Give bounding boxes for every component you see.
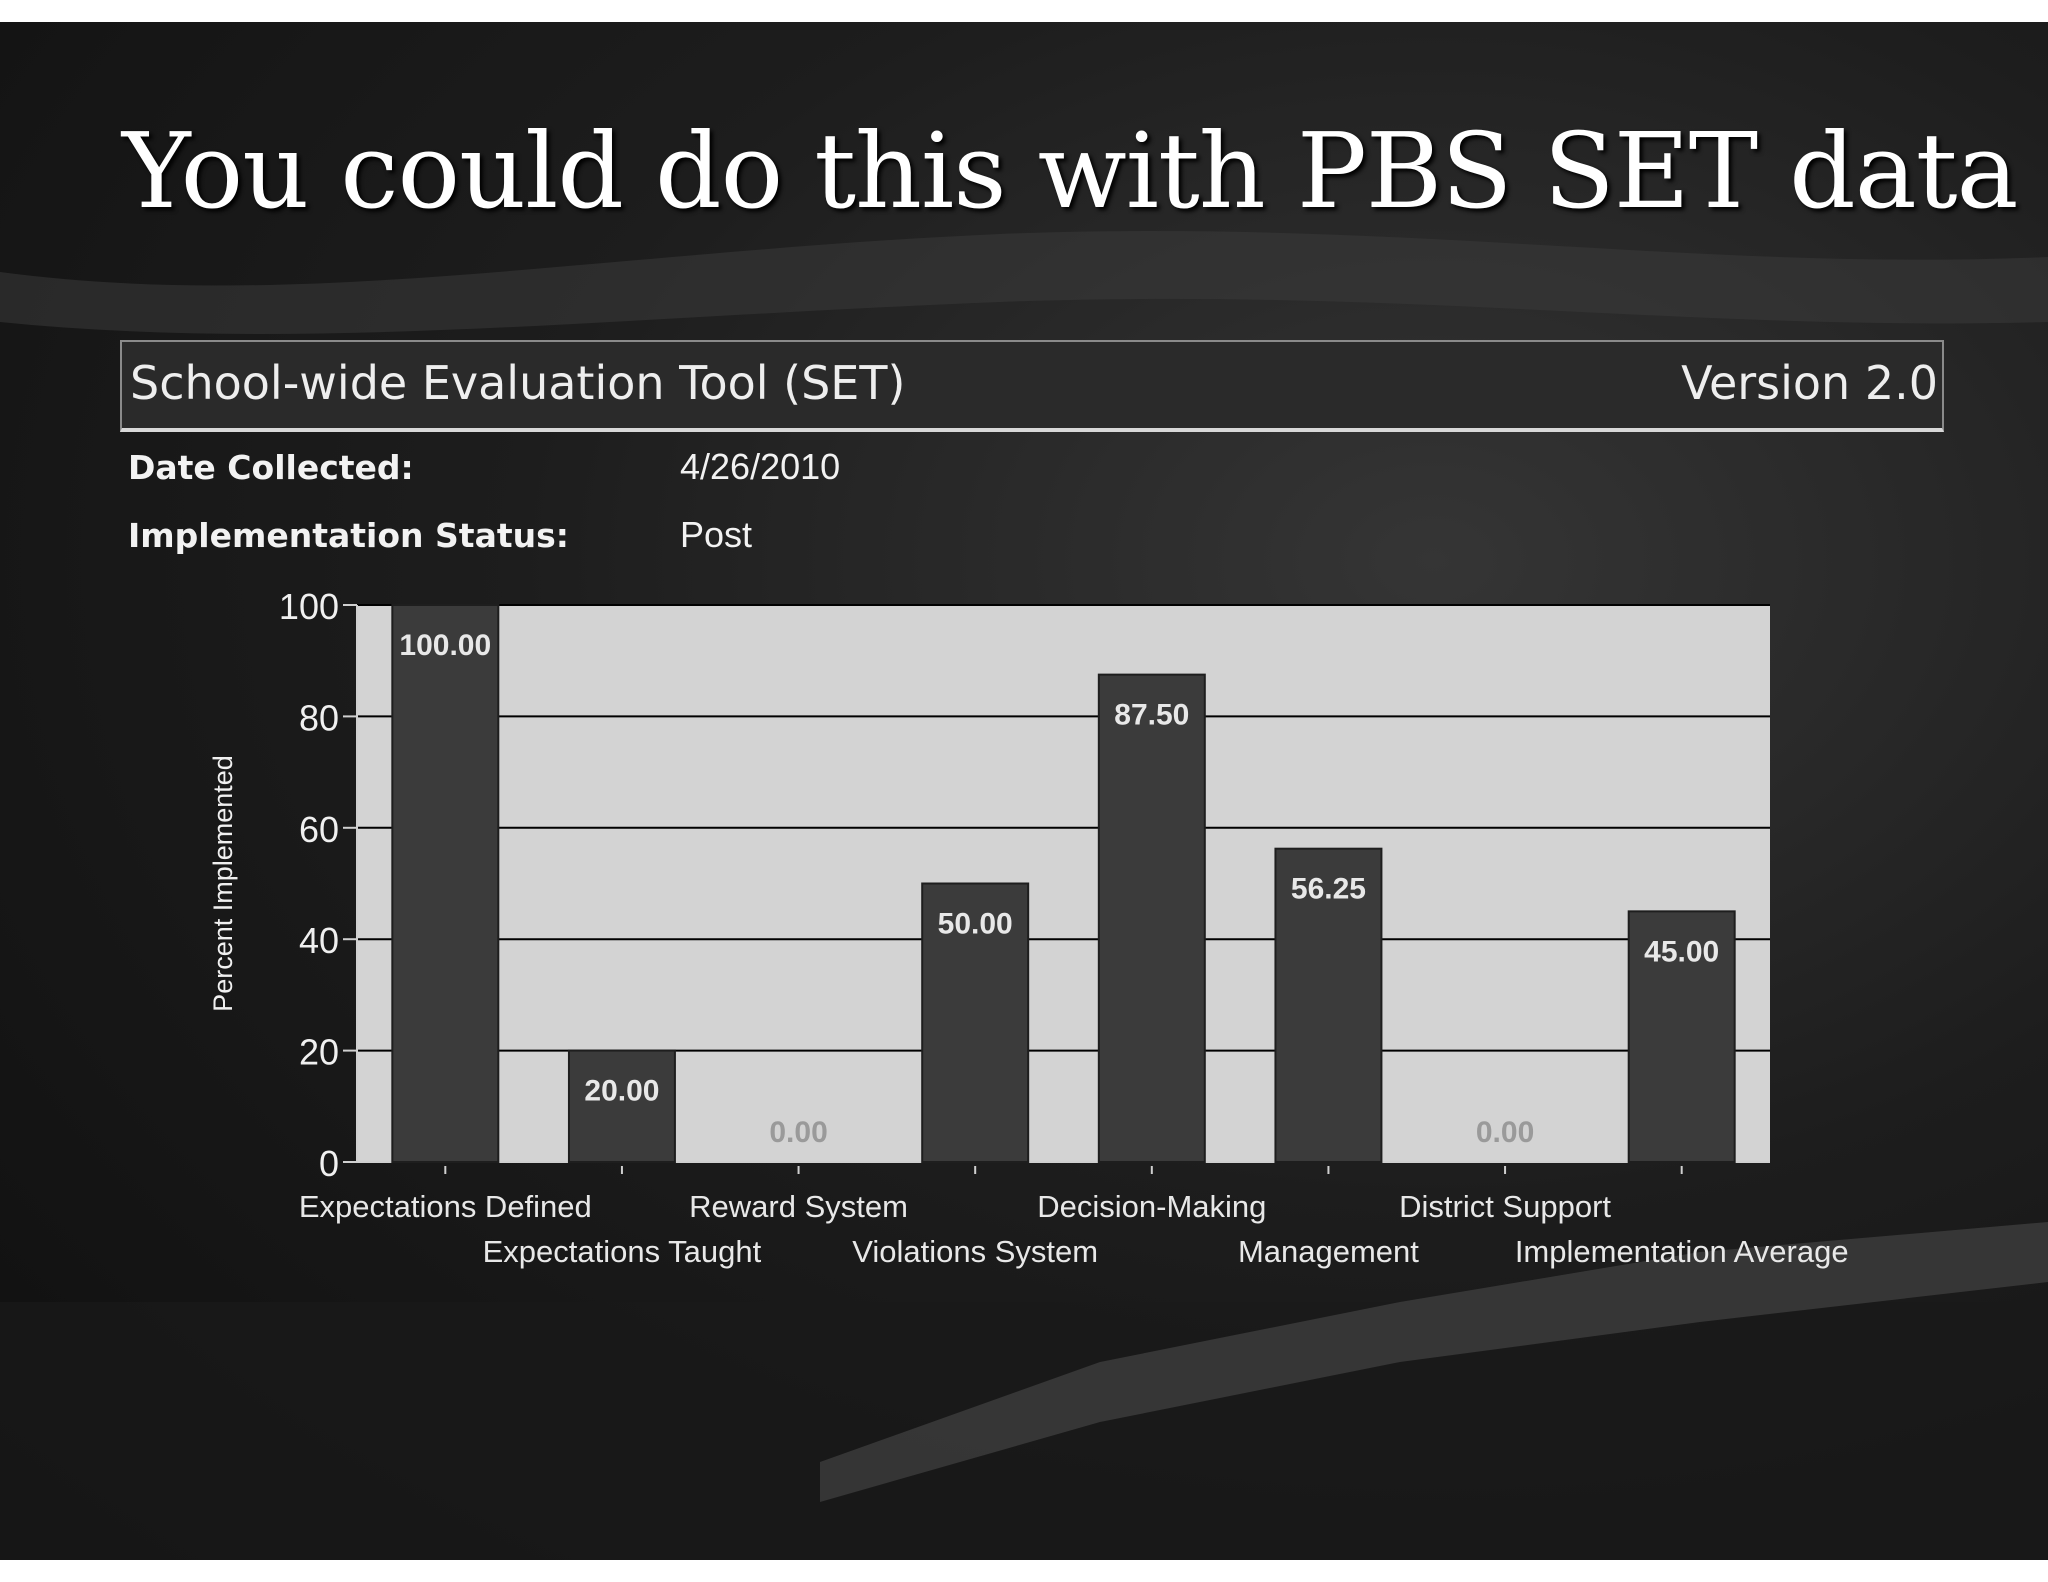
- x-category-label: Violations System: [852, 1234, 1098, 1269]
- y-tick-label: 80: [299, 697, 339, 738]
- bar-value-label: 56.25: [1291, 873, 1366, 906]
- date-collected-label: Date Collected:: [128, 448, 414, 487]
- bar: [1274, 847, 1383, 1163]
- y-tick-label: 40: [299, 920, 339, 961]
- bar-value-label: 50.00: [938, 908, 1013, 941]
- bar: [1097, 673, 1206, 1163]
- tool-version: Version 2.0: [1681, 356, 1938, 410]
- bar: [391, 604, 500, 1163]
- bar-value-label: 87.50: [1114, 699, 1189, 732]
- bar-value-label: 45.00: [1644, 935, 1719, 968]
- background-swoosh: [0, 231, 2048, 1560]
- bar: [921, 882, 1030, 1163]
- y-tick-label: 100: [279, 586, 339, 627]
- implementation-status-value: Post: [680, 514, 753, 555]
- bar-value-label: 0.00: [769, 1116, 827, 1149]
- x-category-label: District Support: [1399, 1189, 1611, 1224]
- x-category-label: Expectations Defined: [299, 1189, 592, 1224]
- set-bar-chart: 0 20 40 60 80 100 Percent Implemented 100.00 Exp…: [208, 586, 1849, 1269]
- tool-header-bar: School-wide Evaluation Tool (SET) Versio…: [120, 340, 1944, 432]
- y-axis-label: Percent Implemented: [208, 755, 238, 1012]
- bar-value-label: 0.00: [1476, 1116, 1534, 1149]
- bar-value-label: 20.00: [584, 1075, 659, 1108]
- tool-name: School-wide Evaluation Tool (SET): [130, 356, 906, 410]
- date-collected-value: 4/26/2010: [680, 446, 841, 487]
- implementation-status-label: Implementation Status:: [128, 516, 569, 555]
- x-category-label: Implementation Average: [1515, 1234, 1849, 1269]
- x-category-label: Decision-Making: [1037, 1189, 1266, 1224]
- bar: [1627, 910, 1736, 1163]
- bar-value-label: 100.00: [399, 629, 491, 662]
- y-tick-label: 60: [299, 809, 339, 850]
- x-category-label: Reward System: [689, 1189, 908, 1224]
- y-tick-label: 0: [319, 1143, 339, 1184]
- slide-title: You could do this with PBS SET data: [122, 110, 2018, 232]
- y-tick-label: 20: [299, 1032, 339, 1073]
- slide: You could do this with PBS SET data Scho…: [0, 22, 2048, 1560]
- bar: [567, 1049, 676, 1163]
- x-category-label: Expectations Taught: [483, 1234, 762, 1269]
- x-category-label: Management: [1238, 1234, 1419, 1269]
